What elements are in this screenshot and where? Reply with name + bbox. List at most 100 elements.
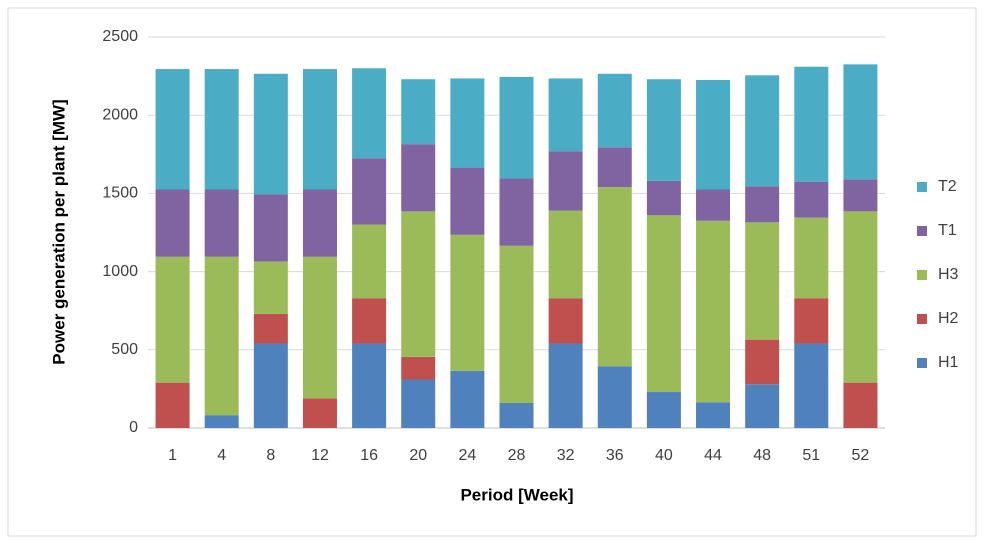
x-tick-label: 20 (409, 447, 427, 464)
bar-segment (352, 298, 387, 344)
bar-segment (302, 398, 337, 428)
bar-segment (745, 339, 780, 385)
x-tick-label: 24 (458, 447, 476, 464)
x-tick-label: 16 (360, 447, 378, 464)
x-tick-label: 40 (655, 447, 673, 464)
bar-segment (548, 298, 583, 344)
bar-segment (745, 384, 780, 428)
bar-segment (794, 66, 829, 182)
x-tick-label: 36 (606, 447, 624, 464)
bar-segment (204, 69, 239, 190)
legend-label: H3 (938, 266, 959, 283)
bar-segment (204, 189, 239, 257)
x-tick-label: 52 (852, 447, 870, 464)
x-axis-title: Period [Week] (460, 485, 573, 504)
y-tick-label: 1000 (102, 263, 138, 280)
legend-swatch (917, 358, 927, 368)
legend-swatch (917, 314, 927, 324)
x-tick-label: 4 (217, 447, 226, 464)
bar-segment (302, 189, 337, 257)
bar-segment (696, 189, 731, 221)
bar-segment (843, 382, 878, 428)
y-tick-label: 0 (129, 419, 138, 436)
y-tick-label: 2500 (102, 28, 138, 45)
legend-label: T1 (938, 222, 957, 239)
bar-segment (499, 76, 534, 179)
bar-segment (794, 343, 829, 428)
bar-segment (253, 73, 288, 195)
y-axis-title: Power generation per plant [MW] (49, 99, 68, 364)
bar-segment (794, 181, 829, 218)
bar-segment (401, 379, 436, 428)
bar-segment (646, 392, 681, 428)
bar-segment (597, 147, 632, 188)
bar-segment (597, 366, 632, 428)
bar-segment (646, 215, 681, 393)
bar-segment (499, 178, 534, 246)
legend-label: H2 (938, 310, 959, 327)
x-tick-label: 44 (704, 447, 722, 464)
bar-segment (204, 415, 239, 428)
bar-segment (745, 75, 780, 187)
bar-segment (646, 79, 681, 181)
bar-segment (499, 402, 534, 428)
x-tick-label: 28 (508, 447, 526, 464)
bar-segment (745, 186, 780, 223)
bar-segment (401, 144, 436, 212)
bar-segment (155, 189, 190, 257)
bar-segment (450, 78, 485, 168)
bar-segment (548, 78, 583, 152)
bar-segment (401, 356, 436, 380)
bar-segment (548, 151, 583, 211)
bar-segment (401, 79, 436, 145)
bar-segment (597, 187, 632, 367)
bar-segment (696, 220, 731, 403)
bar-segment (155, 256, 190, 383)
bar-segment (352, 224, 387, 299)
bar-segment (843, 179, 878, 212)
x-tick-label: 32 (557, 447, 575, 464)
bar-segment (450, 370, 485, 428)
bar-segment (597, 73, 632, 148)
bar-segment (155, 69, 190, 190)
bar-segment (548, 210, 583, 299)
x-tick-label: 48 (753, 447, 771, 464)
y-tick-label: 2000 (102, 106, 138, 123)
y-tick-label: 500 (111, 341, 138, 358)
bar-segment (155, 382, 190, 428)
x-tick-label: 1 (168, 447, 177, 464)
legend-swatch (917, 270, 927, 280)
bar-segment (401, 211, 436, 357)
bar-segment (253, 313, 288, 344)
bar-segment (450, 167, 485, 235)
bar-segment (843, 211, 878, 383)
y-tick-label: 1500 (102, 185, 138, 202)
bar-segment (253, 194, 288, 262)
bar-segment (352, 343, 387, 428)
bar-segment (696, 80, 731, 190)
bar-segment (794, 217, 829, 299)
x-tick-label: 8 (266, 447, 275, 464)
bar-segment (302, 256, 337, 399)
bar-segment (352, 68, 387, 159)
bar-segment (745, 222, 780, 340)
bar-segment (843, 64, 878, 180)
bar-segment (794, 298, 829, 344)
legend-label: T2 (938, 178, 957, 195)
bar-segment (548, 343, 583, 428)
bar-segment (352, 158, 387, 225)
bar-segment (450, 234, 485, 371)
bar-segment (302, 69, 337, 190)
bar-segment (646, 180, 681, 216)
legend-swatch (917, 226, 927, 236)
bar-segment (253, 261, 288, 314)
bar-segment (253, 343, 288, 428)
bar-segment (204, 256, 239, 416)
legend-swatch (917, 182, 927, 192)
x-tick-label: 51 (802, 447, 820, 464)
x-tick-label: 12 (311, 447, 329, 464)
bar-segment (696, 402, 731, 428)
bar-segment (499, 245, 534, 403)
legend-label: H1 (938, 354, 959, 371)
